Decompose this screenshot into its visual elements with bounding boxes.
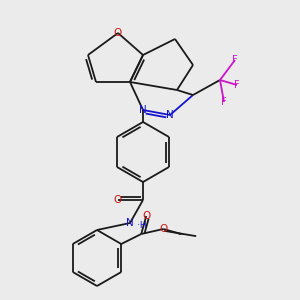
Text: N: N <box>139 105 147 115</box>
Text: N: N <box>166 110 174 120</box>
Text: N: N <box>126 218 134 228</box>
Text: O: O <box>142 211 150 221</box>
Text: O: O <box>114 28 122 38</box>
Text: F: F <box>221 97 227 107</box>
Text: —: — <box>178 231 185 237</box>
Text: O: O <box>159 224 167 234</box>
Text: ·H: ·H <box>137 221 147 230</box>
Text: F: F <box>234 80 240 90</box>
Text: F: F <box>232 55 238 65</box>
Text: O: O <box>114 195 122 205</box>
